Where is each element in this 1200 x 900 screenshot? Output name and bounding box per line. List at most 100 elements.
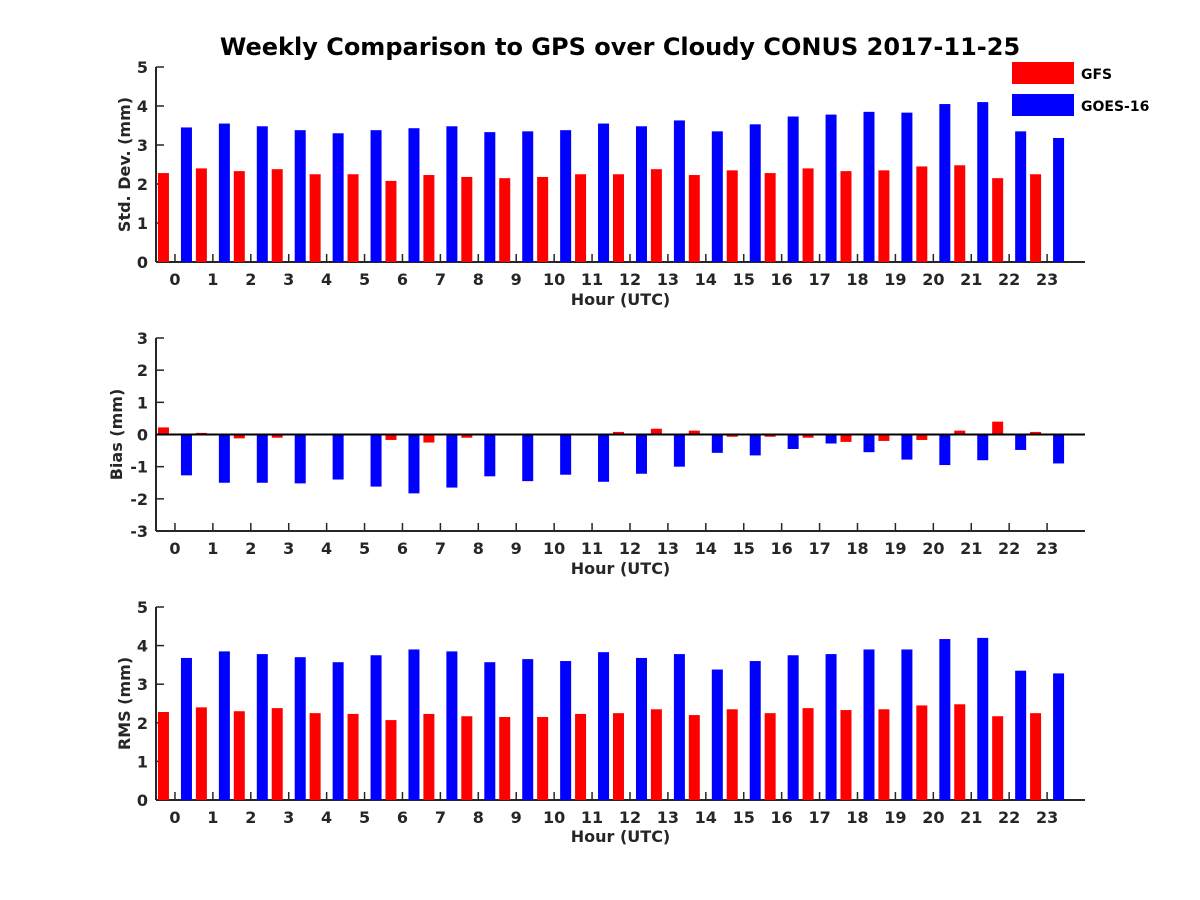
- y-axis-label: Bias (mm): [107, 389, 126, 481]
- y-tick-label: 3: [137, 136, 148, 155]
- x-tick-label: 17: [808, 270, 830, 289]
- bar-goes16-21: [977, 102, 989, 262]
- bar-gfs-16: [764, 173, 776, 262]
- bar-goes16-8: [484, 434, 496, 477]
- bar-goes16-2: [256, 126, 268, 262]
- bar-gfs-19: [878, 434, 890, 441]
- bar-goes16-21: [977, 637, 989, 800]
- bar-gfs-10: [537, 717, 549, 800]
- x-tick-label: 3: [283, 539, 294, 558]
- bar-goes16-7: [446, 651, 458, 800]
- x-tick-label: 13: [657, 270, 679, 289]
- bar-goes16-5: [370, 130, 382, 262]
- y-tick-label: 2: [137, 714, 148, 733]
- bar-goes16-2: [256, 434, 268, 483]
- x-tick-label: 19: [884, 539, 906, 558]
- bar-gfs-11: [575, 174, 587, 262]
- x-tick-label: 12: [619, 270, 641, 289]
- x-tick-label: 3: [283, 808, 294, 827]
- bar-gfs-7: [423, 434, 435, 443]
- x-tick-label: 2: [245, 808, 256, 827]
- x-tick-label: 17: [808, 539, 830, 558]
- x-tick-label: 16: [771, 270, 793, 289]
- bar-gfs-9: [499, 717, 511, 800]
- bar-gfs-18: [840, 434, 852, 442]
- bar-goes16-10: [560, 434, 572, 475]
- x-tick-label: 6: [397, 539, 408, 558]
- bar-goes16-6: [408, 434, 420, 494]
- bar-goes16-9: [522, 659, 534, 800]
- x-tick-label: 7: [435, 808, 446, 827]
- bar-gfs-4: [309, 174, 321, 262]
- bar-goes16-18: [863, 649, 875, 800]
- bar-goes16-13: [673, 654, 685, 800]
- x-tick-label: 14: [695, 808, 717, 827]
- chart-title: Weekly Comparison to GPS over Cloudy CON…: [220, 33, 1020, 61]
- x-tick-label: 14: [695, 270, 717, 289]
- x-tick-label: 14: [695, 539, 717, 558]
- bar-gfs-10: [537, 176, 549, 262]
- bar-goes16-19: [901, 112, 913, 262]
- x-tick-label: 21: [960, 539, 982, 558]
- x-axis-label: Hour (UTC): [571, 559, 671, 578]
- bar-goes16-22: [1015, 670, 1027, 800]
- bar-gfs-2: [233, 434, 245, 439]
- bar-gfs-12: [612, 174, 624, 262]
- bar-goes16-4: [332, 434, 344, 480]
- bar-goes16-20: [939, 639, 951, 800]
- bar-gfs-1: [195, 707, 207, 800]
- bar-gfs-16: [764, 434, 776, 437]
- x-tick-label: 21: [960, 270, 982, 289]
- bar-goes16-15: [749, 434, 761, 456]
- bar-goes16-12: [635, 657, 647, 800]
- bar-goes16-1: [218, 651, 230, 800]
- bar-goes16-22: [1015, 131, 1027, 262]
- bar-goes16-23: [1053, 137, 1065, 262]
- bar-goes16-3: [294, 434, 306, 484]
- bar-gfs-9: [499, 178, 511, 262]
- x-tick-label: 19: [884, 270, 906, 289]
- bar-gfs-1: [195, 168, 207, 262]
- x-tick-label: 23: [1036, 539, 1058, 558]
- bar-gfs-19: [878, 170, 890, 262]
- x-tick-label: 22: [998, 270, 1020, 289]
- bar-goes16-14: [711, 434, 723, 453]
- bar-gfs-13: [650, 169, 662, 262]
- bar-goes16-11: [598, 652, 610, 800]
- bar-goes16-17: [825, 114, 837, 262]
- y-tick-label: 1: [137, 214, 148, 233]
- x-tick-label: 10: [543, 270, 565, 289]
- x-tick-label: 4: [321, 539, 332, 558]
- x-axis-label: Hour (UTC): [571, 290, 671, 309]
- bar-gfs-8: [461, 716, 473, 800]
- bar-goes16-23: [1053, 673, 1065, 800]
- bar-goes16-2: [256, 654, 268, 800]
- x-tick-label: 22: [998, 808, 1020, 827]
- bar-goes16-8: [484, 132, 496, 262]
- bar-gfs-23: [1030, 431, 1042, 435]
- bar-gfs-14: [688, 430, 700, 435]
- x-tick-label: 1: [207, 808, 218, 827]
- x-tick-label: 12: [619, 539, 641, 558]
- x-tick-label: 15: [733, 539, 755, 558]
- x-tick-label: 11: [581, 539, 603, 558]
- bar-goes16-22: [1015, 434, 1027, 450]
- x-tick-label: 20: [922, 270, 944, 289]
- y-tick-label: 5: [137, 58, 148, 77]
- x-tick-label: 9: [511, 539, 522, 558]
- x-tick-label: 13: [657, 539, 679, 558]
- bar-gfs-13: [650, 709, 662, 800]
- bar-goes16-12: [635, 126, 647, 262]
- x-tick-label: 8: [473, 270, 484, 289]
- bar-gfs-3: [271, 708, 283, 800]
- x-tick-label: 18: [846, 539, 868, 558]
- bar-goes16-18: [863, 111, 875, 262]
- bar-goes16-15: [749, 661, 761, 800]
- x-tick-label: 5: [359, 539, 370, 558]
- x-tick-label: 0: [169, 539, 180, 558]
- x-tick-label: 5: [359, 270, 370, 289]
- bar-gfs-4: [309, 713, 321, 800]
- bar-goes16-4: [332, 662, 344, 800]
- bar-gfs-20: [916, 166, 928, 262]
